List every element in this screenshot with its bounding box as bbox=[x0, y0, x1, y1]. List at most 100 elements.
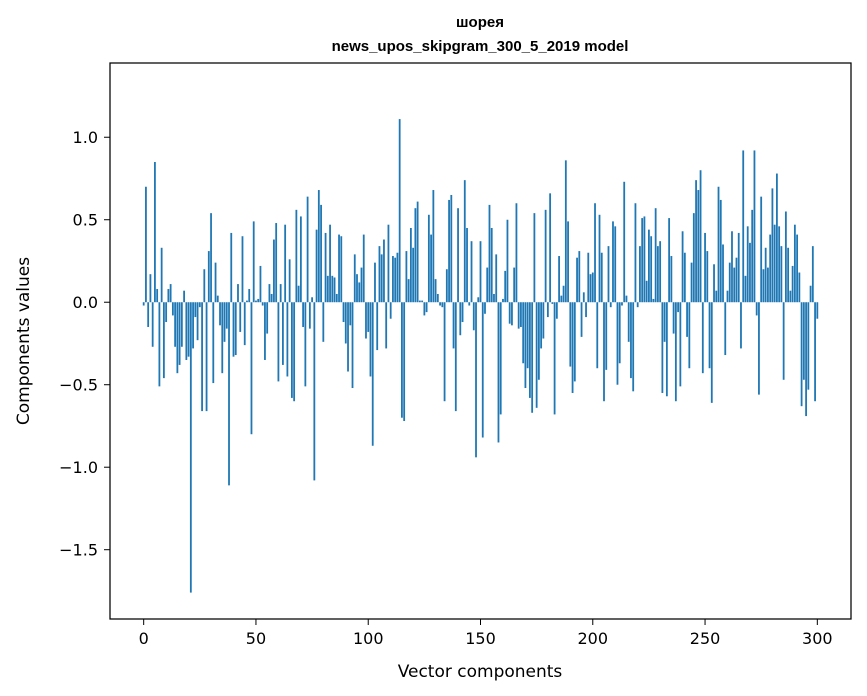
bar bbox=[387, 224, 390, 303]
bar bbox=[517, 302, 520, 329]
bar bbox=[284, 224, 287, 303]
x-tick-label: 200 bbox=[577, 629, 608, 648]
bar bbox=[497, 302, 500, 443]
bar bbox=[587, 252, 590, 303]
bar bbox=[758, 302, 760, 395]
bar bbox=[764, 247, 767, 303]
bar bbox=[773, 224, 776, 303]
bar bbox=[308, 302, 311, 329]
bar bbox=[634, 203, 637, 303]
bar bbox=[324, 232, 327, 303]
bar bbox=[268, 284, 271, 303]
bar bbox=[753, 150, 756, 303]
bar bbox=[149, 274, 152, 303]
bar bbox=[230, 232, 233, 303]
bar bbox=[571, 302, 574, 393]
bar bbox=[780, 246, 783, 303]
bar bbox=[558, 256, 560, 303]
y-tick-label: 1.0 bbox=[73, 128, 98, 147]
bar bbox=[237, 284, 239, 303]
bar bbox=[246, 300, 248, 303]
bar bbox=[713, 264, 715, 303]
bar bbox=[737, 232, 740, 303]
bar bbox=[329, 224, 331, 303]
bar bbox=[735, 257, 738, 303]
bar bbox=[169, 284, 172, 303]
bar bbox=[142, 302, 145, 306]
bar bbox=[749, 242, 751, 303]
bar bbox=[302, 302, 305, 327]
bar bbox=[151, 302, 154, 347]
bar bbox=[502, 298, 504, 303]
bar bbox=[484, 302, 486, 314]
bar bbox=[376, 302, 379, 351]
y-axis-ticks: −1.5 −1.0 −0.5 0.0 0.5 1.0 bbox=[59, 128, 110, 560]
bar bbox=[755, 302, 758, 316]
bar bbox=[551, 302, 554, 304]
bar bbox=[697, 190, 700, 303]
bar bbox=[463, 180, 466, 303]
bar bbox=[356, 274, 358, 303]
bar bbox=[744, 275, 747, 303]
bar bbox=[594, 203, 596, 303]
bar bbox=[380, 254, 383, 303]
bar bbox=[742, 150, 745, 303]
bar bbox=[212, 302, 215, 384]
bar bbox=[740, 302, 742, 349]
bar bbox=[418, 300, 421, 303]
bar bbox=[630, 302, 632, 379]
bar bbox=[257, 298, 260, 303]
bar bbox=[434, 279, 437, 303]
bar bbox=[243, 302, 246, 346]
y-tick-label: 0.5 bbox=[73, 211, 98, 230]
bar bbox=[216, 295, 219, 303]
bar bbox=[596, 302, 599, 369]
bar bbox=[261, 302, 264, 306]
bar bbox=[210, 213, 212, 303]
bar bbox=[645, 280, 648, 303]
bar bbox=[618, 302, 621, 364]
bar bbox=[807, 302, 810, 390]
bar bbox=[207, 251, 210, 303]
bar bbox=[549, 193, 552, 303]
bar bbox=[174, 302, 177, 347]
bar bbox=[679, 302, 682, 387]
bar bbox=[776, 173, 778, 303]
bar bbox=[407, 279, 410, 303]
bar-series bbox=[142, 119, 819, 593]
bar bbox=[625, 295, 628, 303]
bar bbox=[311, 297, 313, 303]
bar bbox=[688, 302, 691, 369]
x-tick-label: 300 bbox=[802, 629, 833, 648]
bar bbox=[394, 257, 397, 303]
x-tick-label: 100 bbox=[353, 629, 384, 648]
x-tick-label: 250 bbox=[690, 629, 721, 648]
bar bbox=[479, 241, 482, 303]
bar bbox=[787, 247, 790, 303]
bar bbox=[176, 302, 179, 374]
bar bbox=[335, 293, 338, 303]
bar bbox=[423, 302, 426, 316]
bar bbox=[313, 302, 316, 481]
chart-title: шорея bbox=[456, 14, 504, 31]
bar bbox=[513, 267, 516, 303]
y-tick-label: 0.0 bbox=[73, 293, 98, 312]
bar bbox=[389, 302, 392, 319]
bar bbox=[544, 209, 547, 303]
bar bbox=[800, 302, 803, 407]
bar bbox=[277, 302, 280, 382]
bar bbox=[623, 181, 626, 303]
plot-frame bbox=[109, 62, 852, 620]
bar bbox=[560, 295, 563, 303]
bar bbox=[535, 302, 538, 408]
bar bbox=[784, 211, 787, 303]
bar bbox=[367, 302, 370, 332]
chart-subtitle: news_upos_skipgram_300_5_2019 model bbox=[332, 38, 629, 55]
bar bbox=[398, 119, 401, 303]
bar bbox=[648, 229, 650, 303]
bar bbox=[706, 251, 709, 303]
bar bbox=[654, 208, 657, 303]
bar bbox=[643, 216, 646, 303]
bar bbox=[663, 302, 666, 342]
bar bbox=[353, 254, 356, 303]
